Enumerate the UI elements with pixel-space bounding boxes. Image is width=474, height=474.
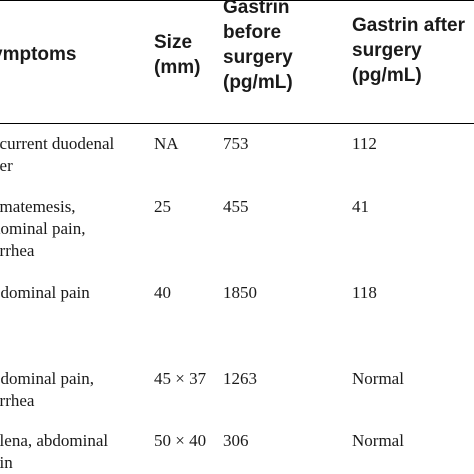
header-size: Size (mm) <box>154 32 201 78</box>
row4-size: 45 × 37 <box>154 369 207 388</box>
row1-size: NA <box>154 134 179 153</box>
header-symptoms: ymptoms <box>0 44 77 65</box>
row2-size: 25 <box>154 197 171 216</box>
row5-symptoms: elena, abdominal ain <box>0 431 109 472</box>
row2-gastrin-before: 455 <box>223 197 249 216</box>
row1-symptoms: ecurrent duodenal cer <box>0 134 115 175</box>
header-rule <box>0 123 474 124</box>
header-gastrin-after: Gastrin after surgery (pg/mL) <box>352 15 465 86</box>
row5-gastrin-after: Normal <box>352 431 404 450</box>
row2-symptoms: ematemesis, dominal pain, arrhea <box>0 197 86 260</box>
header-gastrin-before: Gastrin before surgery (pg/mL) <box>223 0 293 93</box>
row1-gastrin-after: 112 <box>352 134 377 153</box>
row3-gastrin-after: 118 <box>352 283 377 302</box>
row3-symptoms: bdominal pain <box>0 283 90 302</box>
table-top-rule <box>0 0 474 1</box>
row1-gastrin-before: 753 <box>223 134 249 153</box>
row4-gastrin-before: 1263 <box>223 369 257 388</box>
row3-gastrin-before: 1850 <box>223 283 257 302</box>
row4-gastrin-after: Normal <box>352 369 404 388</box>
row5-gastrin-before: 306 <box>223 431 249 450</box>
row4-symptoms: bdominal pain, arrhea <box>0 369 94 410</box>
row3-size: 40 <box>154 283 171 302</box>
row5-size: 50 × 40 <box>154 431 207 450</box>
row2-gastrin-after: 41 <box>352 197 369 216</box>
